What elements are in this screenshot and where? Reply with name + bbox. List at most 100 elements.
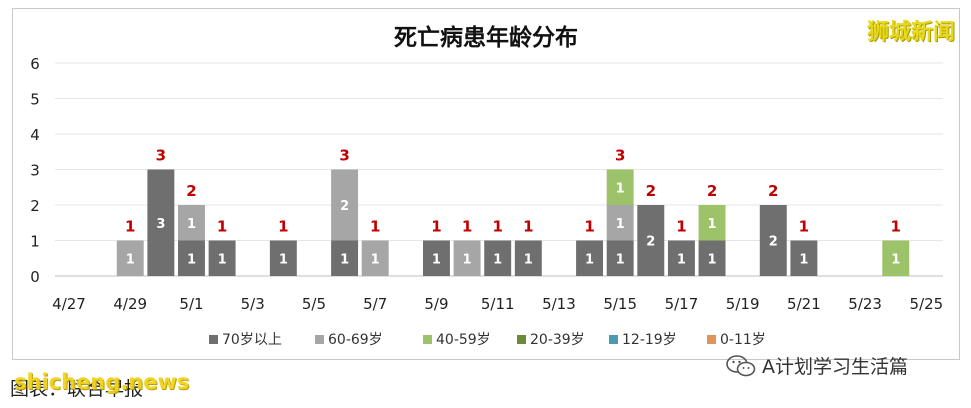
bar-segment-label: 1: [524, 252, 533, 267]
bar-segment-label: 2: [340, 199, 349, 214]
bar-total-label: 3: [615, 147, 625, 165]
bar-segment-label: 2: [646, 235, 655, 250]
legend-label: 12-19岁: [622, 332, 677, 348]
bar-total-label: 2: [186, 182, 196, 200]
bar-total-label: 3: [156, 147, 166, 165]
bar-segment-label: 1: [279, 252, 288, 267]
x-tick-label: 5/19: [726, 295, 760, 313]
bar-segment: [667, 240, 695, 276]
bar-total-label: 1: [462, 218, 472, 236]
x-tick-label: 4/27: [52, 295, 86, 313]
bar-total-label: 2: [646, 182, 656, 200]
x-tick-label: 4/29: [113, 295, 147, 313]
bar-segment: [606, 205, 634, 241]
x-tick-label: 5/13: [542, 295, 576, 313]
bar-segment: [882, 240, 910, 276]
x-tick-label: 5/25: [910, 295, 944, 313]
bar-segment-label: 1: [463, 252, 472, 267]
bar-segment: [484, 240, 512, 276]
wechat-account-name: A计划学习生活篇: [762, 356, 908, 378]
bar-segment-label: 1: [187, 252, 196, 267]
bar-total-label: 1: [492, 218, 502, 236]
x-tick-label: 5/3: [241, 295, 265, 313]
bar-segment-label: 1: [708, 217, 717, 232]
bar-segment-label: 1: [340, 252, 349, 267]
y-tick-label: 6: [30, 55, 40, 73]
bar-segment: [147, 169, 175, 276]
bar-segment: [178, 205, 205, 241]
bar-total-label: 2: [768, 182, 778, 200]
wechat-icon: [726, 354, 756, 376]
bar-segment: [331, 169, 359, 241]
bar-total-label: 1: [431, 218, 441, 236]
bar-segment-label: 1: [616, 217, 625, 232]
bar-segment-label: 1: [218, 252, 227, 267]
x-tick-label: 5/5: [302, 295, 326, 313]
bar-segment: [790, 240, 818, 276]
bar-segment-label: 1: [493, 252, 502, 267]
site-watermark: shicheng.news: [14, 370, 190, 394]
legend-swatch: [609, 335, 618, 344]
brand-watermark: 狮城新闻: [866, 20, 955, 45]
bar-segment: [514, 240, 542, 276]
bar-segment-label: 1: [371, 252, 380, 267]
bar-segment-label: 1: [432, 252, 441, 267]
bar-segment: [116, 240, 144, 276]
bar-segment: [606, 169, 634, 205]
x-tick-label: 5/17: [665, 295, 699, 313]
legend-swatch: [423, 335, 432, 344]
bar-segment-label: 1: [677, 252, 686, 267]
bar-segment-label: 1: [616, 252, 625, 267]
bar-segment-label: 1: [126, 252, 135, 267]
x-tick-label: 5/7: [363, 295, 387, 313]
legend-label: 20-39岁: [530, 332, 585, 348]
bar-total-label: 1: [370, 218, 380, 236]
bar-total-label: 1: [676, 218, 686, 236]
bar-segment-label: 1: [187, 217, 196, 232]
bar-segment: [453, 240, 481, 276]
x-tick-label: 5/15: [603, 295, 637, 313]
y-tick-label: 5: [30, 91, 40, 109]
bar-segment: [361, 240, 389, 276]
bar-total-label: 1: [799, 218, 809, 236]
x-tick-label: 5/1: [179, 295, 203, 313]
bar-segment: [178, 240, 205, 276]
legend-label: 40-59岁: [436, 332, 491, 348]
bar-total-label: 1: [125, 218, 135, 236]
bar-total-label: 1: [891, 218, 901, 236]
bar-segment-label: 1: [616, 181, 625, 196]
bar-total-label: 2: [707, 182, 717, 200]
x-tick-label: 5/21: [787, 295, 821, 313]
legend-swatch: [707, 335, 716, 344]
bar-total-label: 1: [217, 218, 227, 236]
legend-swatch: [315, 335, 324, 344]
chart-frame: 死亡病患年龄分布 0 1 2 3 4 5 6 1 1 3 3 1 1 2 1 1 1 1 1 2 3 1 1 1 1 1 1 1 1 1 1 1…: [12, 8, 960, 360]
y-tick-label: 4: [30, 126, 40, 144]
bar-segment: [331, 240, 359, 276]
stacked-bar-chart: 死亡病患年龄分布 0 1 2 3 4 5 6 1 1 3 3 1 1 2 1 1 1 1 1 2 3 1 1 1 1 1 1 1 1 1 1 1…: [30, 24, 944, 348]
x-tick-label: 5/11: [481, 295, 515, 313]
x-tick-label: 5/9: [424, 295, 448, 313]
bar-segment-label: 3: [156, 217, 165, 232]
y-tick-label: 1: [30, 233, 40, 251]
legend-label: 60-69岁: [328, 332, 383, 348]
bar-total-label: 1: [278, 218, 288, 236]
bar-segment: [698, 240, 726, 276]
bar-total-label: 1: [523, 218, 533, 236]
wechat-account: A计划学习生活篇: [726, 352, 908, 379]
bar-segment-label: 1: [799, 252, 808, 267]
legend-label: 0-11岁: [720, 332, 766, 348]
bar-segment: [759, 205, 787, 276]
bar-segment-label: 1: [891, 252, 900, 267]
bar-segment: [576, 240, 604, 276]
bar-segment-label: 1: [585, 252, 594, 267]
y-tick-label: 0: [30, 268, 40, 286]
bar-segment: [698, 205, 726, 241]
y-tick-label: 3: [30, 162, 40, 180]
x-tick-label: 5/23: [848, 295, 882, 313]
bar-segment: [422, 240, 450, 276]
bar-segment: [208, 240, 236, 276]
legend-label: 70岁以上: [222, 332, 282, 348]
bar-segment: [269, 240, 297, 276]
chart-source: 图表：联合早报: [10, 378, 144, 400]
